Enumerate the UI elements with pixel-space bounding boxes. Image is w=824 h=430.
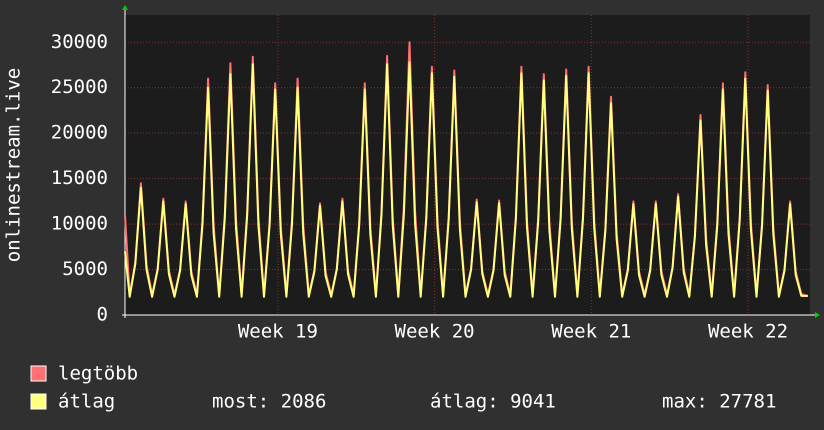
- axis-arrow: [122, 5, 128, 10]
- x-tick-label: Week 22: [708, 321, 788, 343]
- y-tick-label: 30000: [51, 31, 108, 53]
- legend-swatch: [30, 393, 47, 410]
- legend-label: legtöbb: [58, 363, 138, 385]
- series-line: [124, 61, 808, 298]
- y-axis-label: onlinestream.live: [3, 68, 25, 262]
- legend-label: átlag: [58, 391, 115, 413]
- legend-stat: max: 27781: [662, 391, 776, 413]
- x-tick-label: Week 20: [395, 321, 475, 343]
- y-tick-label: 20000: [51, 122, 108, 144]
- y-tick-label: 0: [97, 304, 108, 326]
- y-tick-label: 10000: [51, 213, 108, 235]
- legend-swatch: [30, 365, 47, 382]
- axis-arrow: [815, 312, 820, 318]
- legend-stat: átlag: 9041: [430, 391, 556, 413]
- x-tick-label: Week 21: [551, 321, 631, 343]
- y-tick-label: 15000: [51, 167, 108, 189]
- x-tick-label: Week 19: [238, 321, 318, 343]
- legend-stat: most: 2086: [212, 391, 326, 413]
- y-tick-label: 25000: [51, 76, 108, 98]
- y-tick-label: 5000: [62, 258, 108, 280]
